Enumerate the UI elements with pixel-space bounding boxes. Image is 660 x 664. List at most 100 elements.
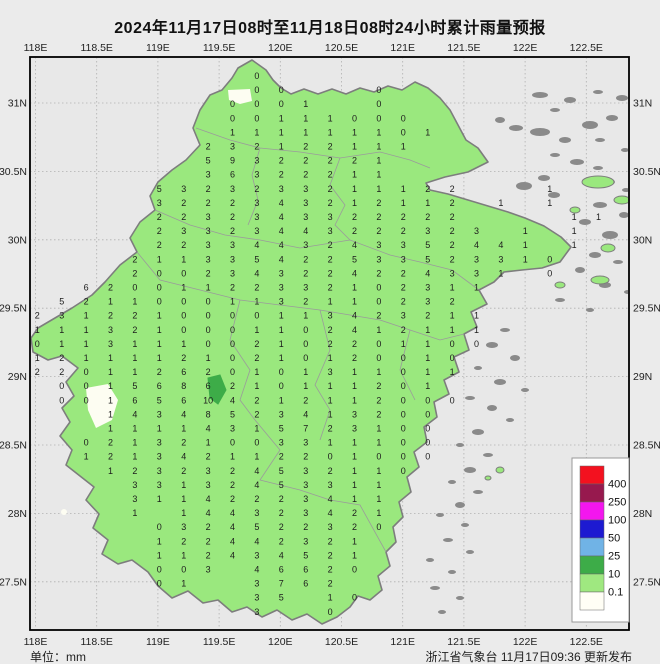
- grid-value: 2: [328, 156, 333, 166]
- grid-value: 4: [254, 536, 259, 546]
- grid-value: 0: [450, 339, 455, 349]
- grid-value: 4: [254, 268, 259, 278]
- grid-value: 4: [352, 240, 357, 250]
- lon-label-bottom: 122E: [513, 636, 538, 648]
- grid-value: 4: [254, 466, 259, 476]
- grid-value: 0: [303, 325, 308, 335]
- grid-value: 0: [254, 438, 259, 448]
- grid-value: 3: [254, 508, 259, 518]
- grid-value: 4: [254, 240, 259, 250]
- grid-value: 2: [181, 353, 186, 363]
- grid-value: 6: [181, 367, 186, 377]
- grid-value: 3: [254, 593, 259, 603]
- grid-value: 0: [254, 113, 259, 123]
- grid-value: 2: [425, 184, 430, 194]
- grid-value: 2: [206, 522, 211, 532]
- grid-value: 1: [401, 339, 406, 349]
- grid-value: 3: [279, 297, 284, 307]
- grid-value: 1: [352, 184, 357, 194]
- grid-value: 1: [108, 466, 113, 476]
- grid-value: 1: [401, 142, 406, 152]
- grid-value: 3: [230, 424, 235, 434]
- grid-value: 2: [450, 297, 455, 307]
- grid-value: 3: [230, 142, 235, 152]
- grid-value: 1: [352, 452, 357, 462]
- grid-value: 5: [352, 254, 357, 264]
- grid-value: 1: [206, 438, 211, 448]
- grid-value: 0: [157, 297, 162, 307]
- grid-value: 1: [303, 381, 308, 391]
- island: [456, 443, 464, 447]
- grid-value: 2: [206, 184, 211, 194]
- grid-value: 0: [401, 353, 406, 363]
- grid-value: 0: [401, 409, 406, 419]
- grid-value: 0: [279, 367, 284, 377]
- grid-value: 1: [376, 325, 381, 335]
- grid-value: 1: [132, 367, 137, 377]
- grid-value: 2: [328, 325, 333, 335]
- grid-value: 1: [279, 325, 284, 335]
- grid-value: 3: [328, 522, 333, 532]
- grid-value: 0: [303, 339, 308, 349]
- grid-value: 1: [328, 381, 333, 391]
- grid-value: 0: [547, 268, 552, 278]
- grid-value: 2: [450, 226, 455, 236]
- grid-value: 4: [498, 240, 503, 250]
- grid-value: 3: [157, 438, 162, 448]
- grid-value: 3: [230, 254, 235, 264]
- grid-value: 2: [230, 466, 235, 476]
- grid-value: 1: [206, 283, 211, 293]
- grid-value: 3: [230, 268, 235, 278]
- grid-value: 2: [84, 297, 89, 307]
- grid-value: 1: [132, 508, 137, 518]
- grid-value: 1: [279, 395, 284, 405]
- grid-value: 1: [523, 226, 528, 236]
- grid-value: 5: [254, 522, 259, 532]
- grid-value: 3: [206, 170, 211, 180]
- grid-value: 1: [352, 367, 357, 377]
- grid-value: 3: [425, 283, 430, 293]
- island: [510, 355, 520, 361]
- grid-value: 2: [303, 142, 308, 152]
- grid-value: 3: [474, 268, 479, 278]
- grid-value: 1: [425, 353, 430, 363]
- island: [464, 467, 476, 473]
- grid-value: 0: [181, 297, 186, 307]
- grid-value: 1: [425, 339, 430, 349]
- grid-value: 2: [59, 367, 64, 377]
- grid-value: 2: [35, 367, 40, 377]
- grid-value: 1: [450, 283, 455, 293]
- grid-value: 1: [157, 494, 162, 504]
- island: [586, 308, 594, 312]
- grid-value: 3: [157, 480, 162, 490]
- grid-value: 4: [279, 212, 284, 222]
- grid-value: 1: [328, 395, 333, 405]
- lon-label-bottom: 120E: [268, 636, 293, 648]
- grid-value: 2: [108, 438, 113, 448]
- grid-value: 2: [181, 438, 186, 448]
- grid-value: 1: [181, 339, 186, 349]
- grid-value: 3: [157, 466, 162, 476]
- grid-value: 2: [108, 283, 113, 293]
- island: [582, 121, 598, 129]
- grid-value: 6: [303, 579, 308, 589]
- grid-value: 1: [132, 452, 137, 462]
- grid-value: 0: [376, 522, 381, 532]
- map-legend: 400 250 100 50 25 10 0.1: [571, 457, 630, 623]
- grid-value: 1: [84, 339, 89, 349]
- grid-value: 0: [401, 127, 406, 137]
- grid-value: 1: [279, 311, 284, 321]
- province-island: [484, 475, 492, 481]
- grid-value: 1: [328, 593, 333, 603]
- grid-value: 4: [279, 550, 284, 560]
- grid-value: 2: [376, 381, 381, 391]
- island-shapes: [426, 90, 628, 614]
- grid-value: 8: [181, 381, 186, 391]
- grid-value: 3: [303, 240, 308, 250]
- grid-value: 4: [303, 409, 308, 419]
- grid-value: 1: [498, 268, 503, 278]
- grid-value: 1: [108, 395, 113, 405]
- island: [438, 610, 446, 614]
- grid-value: 0: [230, 367, 235, 377]
